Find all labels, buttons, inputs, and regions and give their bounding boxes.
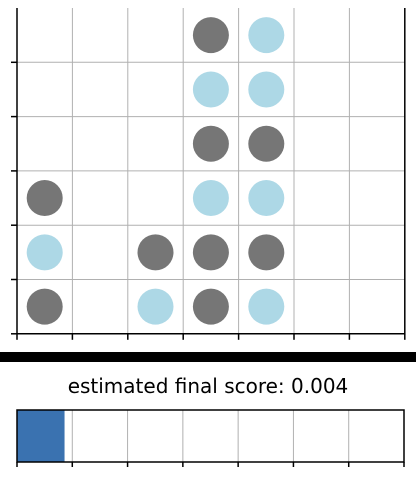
dark-disc [26,288,63,325]
light-disc [26,234,63,271]
connect-four-board[interactable] [0,0,416,345]
dark-disc [192,125,229,162]
light-disc [248,17,285,54]
dark-disc [192,234,229,271]
dark-disc [248,125,285,162]
light-disc [248,180,285,217]
light-disc [248,71,285,108]
light-disc [192,71,229,108]
light-disc [192,180,229,217]
light-disc [248,288,285,325]
score-bar [16,409,405,467]
dark-disc [26,180,63,217]
light-disc [137,288,174,325]
score-fill [17,410,65,462]
dark-disc [248,234,285,271]
dark-disc [137,234,174,271]
estimated-score-label: estimated final score: 0.004 [67,374,349,398]
dark-disc [192,288,229,325]
score-frame [16,409,405,463]
separator-bar [0,352,416,362]
dark-disc [192,17,229,54]
